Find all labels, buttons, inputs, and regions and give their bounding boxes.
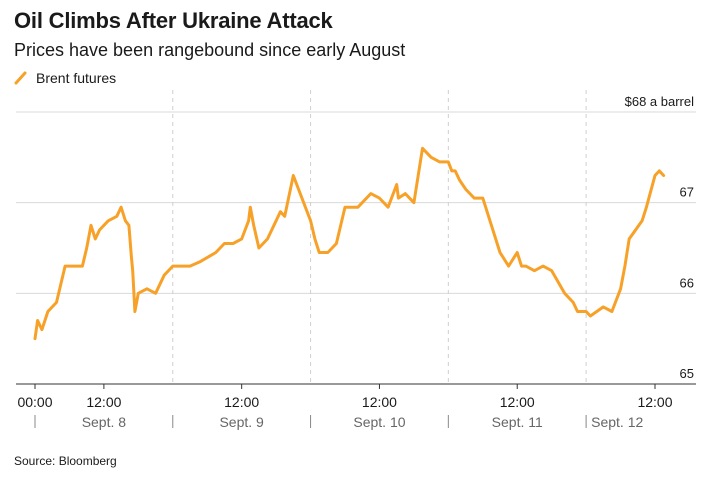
day-label: Sept. 11 <box>492 414 543 430</box>
legend-label: Brent futures <box>36 70 117 86</box>
x-tick-label: 12:00 <box>637 394 672 410</box>
day-label: Sept. 9 <box>219 414 264 430</box>
y-tick-label: 65 <box>680 366 694 381</box>
source-note: Source: Bloomberg <box>14 454 117 468</box>
day-label: Sept. 8 <box>82 414 127 430</box>
series-line-brent-futures <box>33 146 666 341</box>
chart-title: Oil Climbs After Ukraine Attack <box>14 8 333 33</box>
day-separators <box>34 90 587 428</box>
legend-swatch-icon <box>14 71 27 85</box>
x-tick-label: 12:00 <box>86 394 121 410</box>
x-tick-labels: 00:00 12:00 12:00 12:00 12:00 12:00 <box>17 384 673 410</box>
x-tick-label: 12:00 <box>362 394 397 410</box>
x-tick-label: 00:00 <box>17 394 52 410</box>
y-tick-label: $68 a barrel <box>625 94 694 109</box>
y-tick-label: 66 <box>680 275 694 290</box>
y-tick-labels: 65 66 67 $68 a barrel <box>625 94 694 381</box>
x-tick-label: 12:00 <box>224 394 259 410</box>
day-label: Sept. 10 <box>353 414 405 430</box>
grid-lines <box>16 111 696 385</box>
x-tick-label: 12:00 <box>500 394 535 410</box>
day-labels: Sept. 8 Sept. 9 Sept. 10 Sept. 11 Sept. 12 <box>82 414 644 430</box>
chart-subtitle: Prices have been rangebound since early … <box>14 40 406 60</box>
day-label: Sept. 12 <box>591 414 643 430</box>
legend: Brent futures <box>14 70 116 86</box>
y-tick-label: 67 <box>680 185 694 200</box>
series-layer <box>33 146 666 341</box>
